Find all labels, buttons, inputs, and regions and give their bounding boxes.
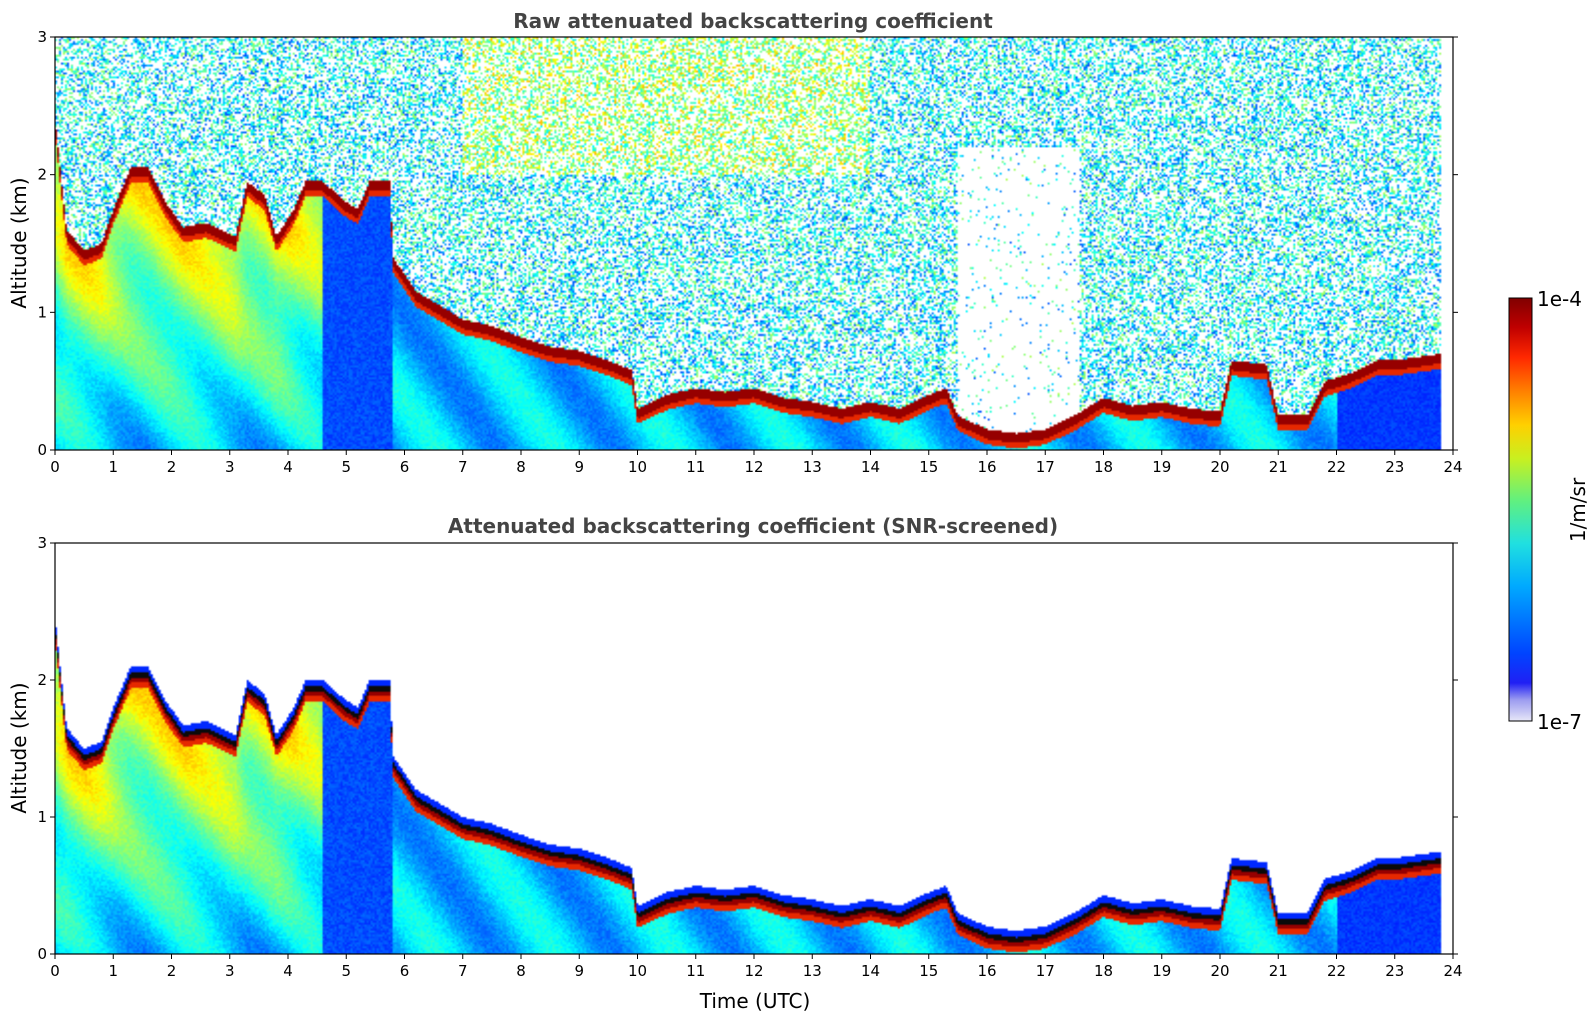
axis-ticks: 0 1 2 3 4 5 6 7 8 9 10 11 12 13 14 15 16 17 18 19 20 21 22 23 24…	[37, 534, 1462, 980]
x-tick-label: 22	[1327, 458, 1346, 476]
x-tick-label: 19	[1152, 962, 1171, 980]
colorbar-min-label: 1e-7	[1537, 710, 1582, 734]
x-tick-label: 15	[919, 458, 938, 476]
x-tick-label: 5	[341, 458, 351, 476]
x-tick-label: 21	[1269, 458, 1288, 476]
y-tick-label: 3	[37, 534, 47, 552]
panel-title: Attenuated backscattering coefficient (S…	[448, 514, 1058, 538]
x-tick-label: 18	[1094, 962, 1113, 980]
x-tick-label: 7	[458, 458, 468, 476]
x-tick-label: 2	[167, 962, 177, 980]
x-tick-label: 13	[803, 458, 822, 476]
x-tick-label: 17	[1036, 458, 1055, 476]
x-tick-label: 0	[50, 458, 60, 476]
x-tick-label: 13	[803, 962, 822, 980]
panel-raw: Raw attenuated backscattering coefficien…	[7, 9, 1463, 476]
x-tick-label: 16	[977, 458, 996, 476]
y-axis-label: Altitude (km)	[7, 682, 31, 813]
colorbar-max-label: 1e-4	[1537, 287, 1582, 311]
x-tick-label: 6	[400, 962, 410, 980]
x-tick-label: 3	[225, 962, 235, 980]
x-tick-label: 22	[1327, 962, 1346, 980]
y-tick-label: 2	[37, 166, 47, 184]
x-tick-label: 16	[977, 962, 996, 980]
x-tick-label: 12	[744, 458, 763, 476]
x-tick-label: 20	[1210, 458, 1229, 476]
x-tick-label: 23	[1385, 962, 1404, 980]
x-axis-label: Time (UTC)	[699, 989, 811, 1013]
x-tick-label: 9	[574, 962, 584, 980]
x-tick-label: 3	[225, 458, 235, 476]
x-tick-label: 11	[686, 962, 705, 980]
x-tick-label: 24	[1443, 458, 1462, 476]
x-tick-label: 8	[516, 962, 526, 980]
x-tick-label: 4	[283, 962, 293, 980]
colorbar: 1e-4 1e-7 1/m/sr	[1508, 287, 1590, 734]
y-tick-label: 0	[37, 441, 47, 459]
x-tick-label: 6	[400, 458, 410, 476]
axis-ticks: 0 1 2 3 4 5 6 7 8 9 10 11 12 13 14 15 16 17 18 19 20 21 22 23 24…	[37, 28, 1462, 476]
x-tick-label: 8	[516, 458, 526, 476]
panel-snr-screened: Attenuated backscattering coefficient (S…	[7, 514, 1463, 1013]
x-tick-label: 10	[628, 962, 647, 980]
x-tick-label: 14	[861, 458, 880, 476]
x-tick-label: 19	[1152, 458, 1171, 476]
x-tick-label: 11	[686, 458, 705, 476]
x-tick-label: 1	[108, 962, 118, 980]
y-tick-label: 1	[37, 808, 47, 826]
x-tick-label: 4	[283, 458, 293, 476]
x-tick-label: 5	[341, 962, 351, 980]
x-tick-label: 9	[574, 458, 584, 476]
x-tick-label: 21	[1269, 962, 1288, 980]
x-tick-label: 7	[458, 962, 468, 980]
x-tick-label: 14	[861, 962, 880, 980]
x-tick-label: 24	[1443, 962, 1462, 980]
x-tick-label: 18	[1094, 458, 1113, 476]
x-tick-label: 17	[1036, 962, 1055, 980]
x-tick-label: 23	[1385, 458, 1404, 476]
y-tick-label: 1	[37, 303, 47, 321]
panel-title: Raw attenuated backscattering coefficien…	[513, 9, 993, 33]
y-tick-label: 0	[37, 945, 47, 963]
y-tick-label: 3	[37, 28, 47, 46]
x-tick-label: 10	[628, 458, 647, 476]
x-tick-label: 0	[50, 962, 60, 980]
x-tick-label: 1	[108, 458, 118, 476]
backscatter-heatmap	[55, 37, 1453, 450]
x-tick-label: 2	[167, 458, 177, 476]
colorbar-units-label: 1/m/sr	[1566, 477, 1590, 542]
x-tick-label: 20	[1210, 962, 1229, 980]
backscatter-heatmap	[55, 543, 1453, 954]
y-tick-label: 2	[37, 671, 47, 689]
x-tick-label: 15	[919, 962, 938, 980]
y-axis-label: Altitude (km)	[7, 177, 31, 308]
colorbar-gradient	[1508, 297, 1533, 722]
x-tick-label: 12	[744, 962, 763, 980]
